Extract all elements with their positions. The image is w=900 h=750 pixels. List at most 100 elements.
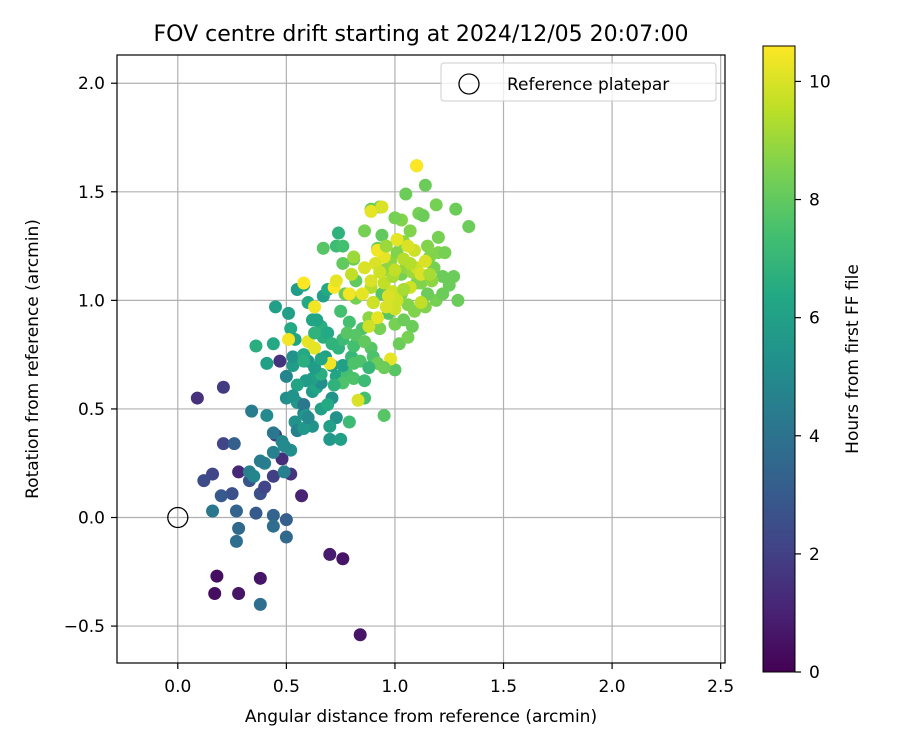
scatter-point — [390, 233, 404, 247]
scatter-point — [258, 480, 272, 494]
scatter-point — [331, 226, 345, 240]
scatter-point — [279, 513, 293, 527]
scatter-point — [342, 415, 356, 429]
scatter-point — [269, 300, 283, 314]
scatter-point — [418, 254, 432, 268]
scatter-point — [321, 326, 335, 340]
scatter-point — [329, 274, 343, 288]
x-tick-label: 2.5 — [707, 677, 734, 697]
scatter-point — [266, 508, 280, 522]
colorbar-tick-label: 6 — [809, 309, 820, 329]
scatter-point — [260, 408, 274, 422]
x-tick-label: 0.5 — [273, 677, 300, 697]
scatter-point — [277, 439, 291, 453]
scatter-point — [373, 265, 387, 279]
x-tick-label: 0.0 — [164, 677, 191, 697]
legend: Reference platepar — [440, 62, 717, 102]
chart-title: FOV centre drift starting at 2024/12/05 … — [154, 22, 689, 47]
scatter-point — [308, 300, 322, 314]
scatter-point — [423, 267, 437, 281]
scatter-point — [290, 378, 304, 392]
y-tick-label: 2.0 — [78, 74, 105, 94]
scatter-point — [345, 267, 359, 281]
colorbar-tick-label: 4 — [809, 427, 820, 447]
scatter-point — [273, 354, 287, 368]
scatter-point — [286, 350, 300, 364]
scatter-point — [379, 300, 393, 314]
scatter-point — [227, 437, 241, 451]
scatter-point — [405, 319, 419, 333]
scatter-point — [358, 335, 372, 349]
scatter-point — [410, 159, 424, 173]
scatter-point — [279, 530, 293, 544]
scatter-point — [253, 454, 267, 468]
scatter-point — [336, 359, 350, 373]
scatter-point — [323, 547, 337, 561]
legend-label: Reference platepar — [507, 75, 669, 95]
scatter-point — [336, 552, 350, 566]
scatter-point — [447, 269, 461, 283]
scatter-point — [336, 239, 350, 253]
scatter-point — [375, 200, 389, 214]
data-points — [167, 159, 476, 642]
scatter-point — [438, 246, 452, 260]
colorbar-tick-label: 10 — [809, 72, 831, 92]
scatter-point — [253, 597, 267, 611]
colorbar-tick-label: 8 — [809, 191, 820, 211]
legend-reference-marker — [458, 73, 480, 95]
scatter-point — [295, 489, 309, 503]
x-tick-label: 1.0 — [381, 677, 408, 697]
scatter-point — [388, 211, 402, 225]
scatter-point — [462, 220, 476, 234]
colorbar-gradient — [762, 45, 796, 673]
scatter-point — [364, 204, 378, 218]
x-axis-ticks: 0.0 0.5 1.0 1.5 2.0 2.5 — [164, 663, 734, 697]
scatter-point — [397, 252, 411, 266]
scatter-point — [214, 489, 228, 503]
scatter-point — [377, 408, 391, 422]
scatter-point — [377, 361, 391, 375]
scatter-point — [323, 432, 337, 446]
scatter-point — [358, 261, 372, 275]
scatter-point — [314, 352, 328, 366]
colorbar-tick-label: 0 — [809, 663, 820, 683]
scatter-point — [401, 330, 415, 344]
scatter-point — [266, 445, 280, 459]
x-tick-label: 1.5 — [490, 677, 517, 697]
y-tick-label: 0.0 — [78, 509, 105, 529]
scatter-point — [362, 319, 376, 333]
scatter-point — [297, 354, 311, 368]
y-axis-label: Rotation from reference (arcmin) — [23, 219, 43, 499]
scatter-point — [282, 332, 296, 346]
y-tick-label: 1.5 — [78, 183, 105, 203]
scatter-point — [247, 469, 261, 483]
scatter-point — [284, 322, 298, 336]
scatter-point — [308, 326, 322, 340]
scatter-point — [286, 389, 300, 403]
colorbar-tick-label: 2 — [809, 545, 820, 565]
scatter-point — [358, 374, 372, 388]
scatter-point — [436, 287, 450, 301]
scatter-point — [316, 241, 330, 255]
scatter-point — [266, 426, 280, 440]
scatter-point — [401, 239, 415, 253]
scatter-point — [245, 404, 259, 418]
scatter-point — [216, 380, 230, 394]
scatter-point — [249, 506, 263, 520]
scatter-point — [418, 178, 432, 192]
scatter-point — [253, 571, 267, 585]
scatter-point — [310, 313, 324, 327]
scatter-point — [347, 372, 361, 386]
scatter-point — [229, 504, 243, 518]
scatter-point — [297, 421, 311, 435]
y-tick-label: 0.5 — [78, 400, 105, 420]
scatter-point — [282, 306, 296, 320]
scatter-point — [416, 209, 430, 223]
scatter-point — [216, 437, 230, 451]
legend-box — [440, 62, 717, 102]
scatter-point — [379, 239, 393, 253]
scatter-point — [342, 287, 356, 301]
scatter-point — [347, 250, 361, 264]
scatter-point — [277, 465, 291, 479]
